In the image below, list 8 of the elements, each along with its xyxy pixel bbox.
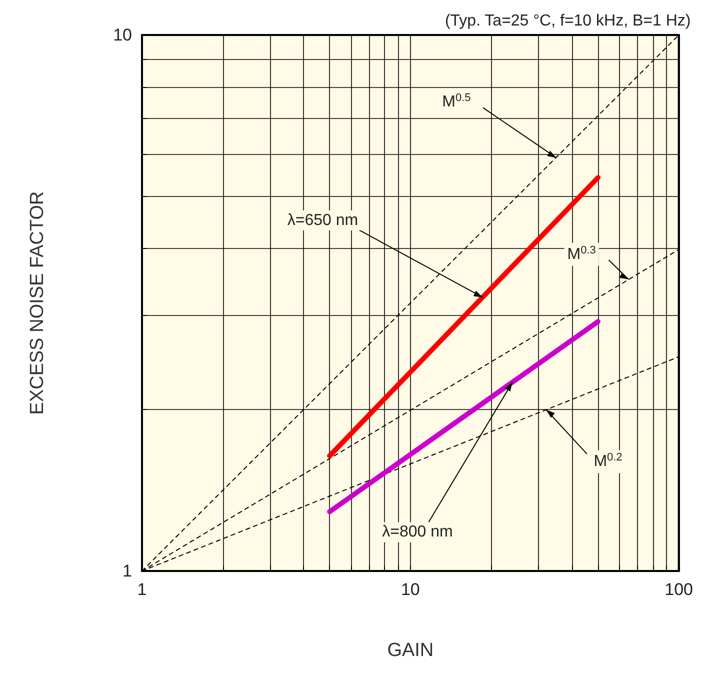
annotation: λ=800 nm [382,524,453,541]
x-tick-label: 1 [137,580,147,599]
chart-title: (Typ. Ta=25 °C, f=10 kHz, B=1 Hz) [444,12,691,30]
annotation: λ=650 nm [287,212,358,229]
x-tick-label: 100 [664,580,694,599]
y-axis-title: EXCESS NOISE FACTOR [27,191,48,415]
x-axis-title: GAIN [387,640,434,661]
x-tick-label: 10 [400,580,420,599]
